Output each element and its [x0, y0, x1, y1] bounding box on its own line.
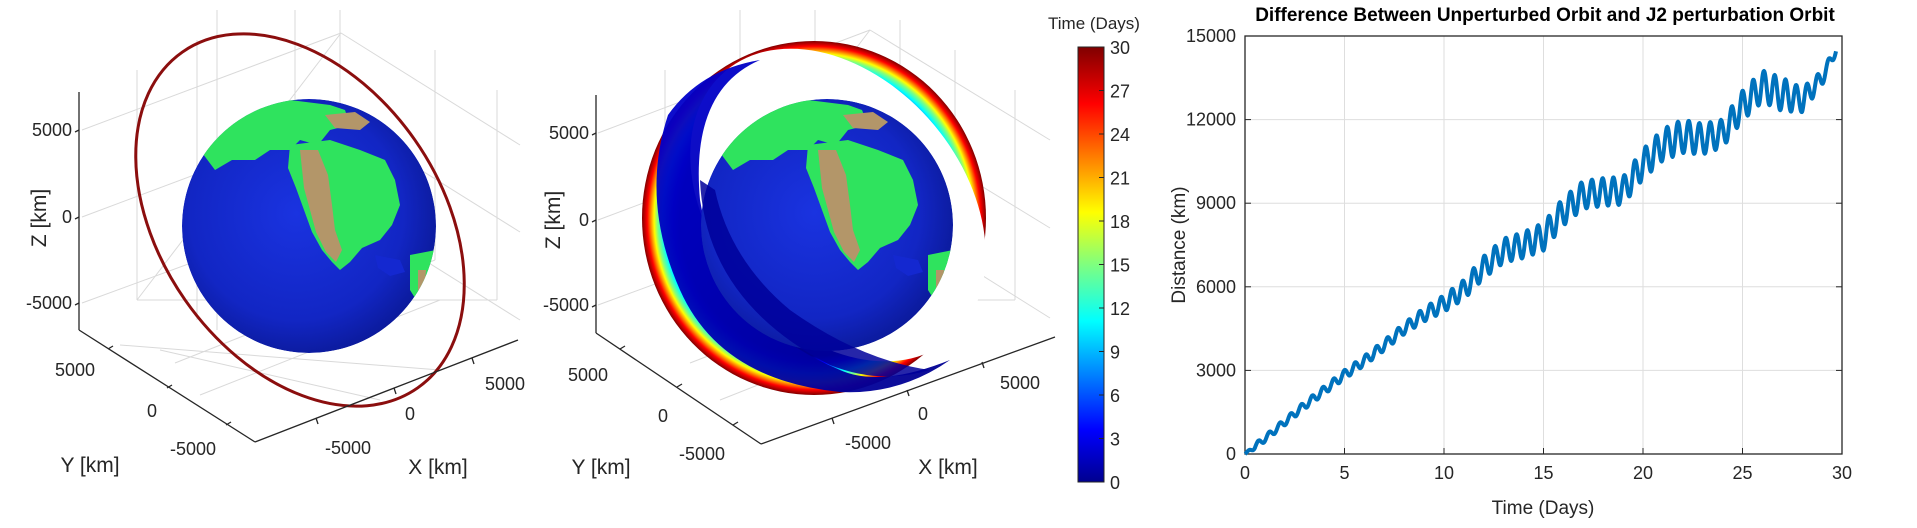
y-tick-5000: 5000 — [55, 360, 95, 380]
x-axis-label: X [km] — [408, 456, 468, 479]
colorbar-label: Time (Days) — [1048, 14, 1140, 33]
y-tick-neg5000: -5000 — [170, 439, 216, 459]
orbit-band-inner-sweep — [656, 60, 950, 393]
x-axis-label: X [km] — [918, 456, 978, 479]
x-tick-label: 30 — [1832, 463, 1852, 483]
axis-ticks: 0 5 10 15 20 25 30 0 3000 6000 9000 12000 15000 — [1186, 26, 1852, 483]
y-tick-neg5000: -5000 — [679, 444, 725, 464]
earth-globe — [701, 99, 953, 351]
x-tick-neg5000: -5000 — [325, 438, 371, 458]
z-tick-0: 0 — [579, 210, 589, 230]
z-tick-5000: 5000 — [549, 123, 589, 143]
y-axis-label: Y [km] — [571, 456, 630, 479]
z-tick-5000: 5000 — [32, 120, 72, 140]
colorbar-tick-label: 3 — [1110, 430, 1120, 450]
orbit-ring-unperturbed — [134, 32, 466, 408]
x-tick-label: 25 — [1732, 463, 1752, 483]
colorbar-tick-label: 0 — [1110, 473, 1120, 493]
y-tick-0: 0 — [658, 406, 668, 426]
chart-title: Difference Between Unperturbed Orbit and… — [1255, 5, 1835, 26]
panel-distance-line-chart: Difference Between Unperturbed Orbit and… — [1169, 5, 1852, 519]
panel-3d-perturbed-orbit: 5000 0 -5000 Z [km] 5000 0 -5000 Y [km] … — [542, 10, 1056, 479]
y-tick-0: 0 — [147, 401, 157, 421]
x-axis-label: Time (Days) — [1492, 498, 1595, 519]
y-tick-label: 6000 — [1196, 277, 1236, 297]
y-axis-label: Distance (km) — [1169, 186, 1190, 303]
x-tick-5000: 5000 — [1000, 373, 1040, 393]
y-tick-label: 9000 — [1196, 193, 1236, 213]
panel-3d-unperturbed-orbit: 5000 0 -5000 Z [km] 5000 0 -5000 Y [km] … — [26, 10, 525, 479]
x-tick-label: 10 — [1434, 463, 1454, 483]
x-tick-label: 5 — [1339, 463, 1349, 483]
colorbar-tick-label: 9 — [1110, 343, 1120, 363]
x-tick-label: 0 — [1240, 463, 1250, 483]
colorbar-tick-label: 18 — [1110, 212, 1130, 232]
z-tick-neg5000: -5000 — [26, 293, 72, 313]
y-tick-label: 15000 — [1186, 26, 1236, 46]
earth-globe — [182, 99, 436, 353]
y-tick-label: 3000 — [1196, 360, 1236, 380]
y-axis-label: Y [km] — [60, 454, 119, 477]
x-tick-0: 0 — [405, 404, 415, 424]
colorbar-tick-label: 12 — [1110, 299, 1130, 319]
x-tick-0: 0 — [918, 404, 928, 424]
colorbar-tick-label: 15 — [1110, 256, 1130, 276]
y-tick-label: 12000 — [1186, 110, 1236, 130]
colorbar-tick-label: 21 — [1110, 169, 1130, 189]
x-tick-label: 15 — [1533, 463, 1553, 483]
x-tick-5000: 5000 — [485, 374, 525, 394]
y-tick-5000: 5000 — [568, 365, 608, 385]
axes-3d — [591, 95, 1056, 445]
z-tick-0: 0 — [62, 207, 72, 227]
x-tick-label: 20 — [1633, 463, 1653, 483]
colorbar-tick-label: 6 — [1110, 386, 1120, 406]
z-axis-label: Z [km] — [28, 189, 51, 247]
y-tick-label: 0 — [1226, 444, 1236, 464]
axes-3d — [74, 92, 519, 443]
distance-series-line — [1243, 50, 1838, 456]
colorbar-tick-label: 24 — [1110, 125, 1130, 145]
colorbar-tick-label: 27 — [1110, 82, 1130, 102]
x-tick-neg5000: -5000 — [845, 433, 891, 453]
colorbar-tick-label: 30 — [1110, 38, 1130, 58]
z-tick-neg5000: -5000 — [543, 295, 589, 315]
z-axis-label: Z [km] — [542, 191, 565, 249]
